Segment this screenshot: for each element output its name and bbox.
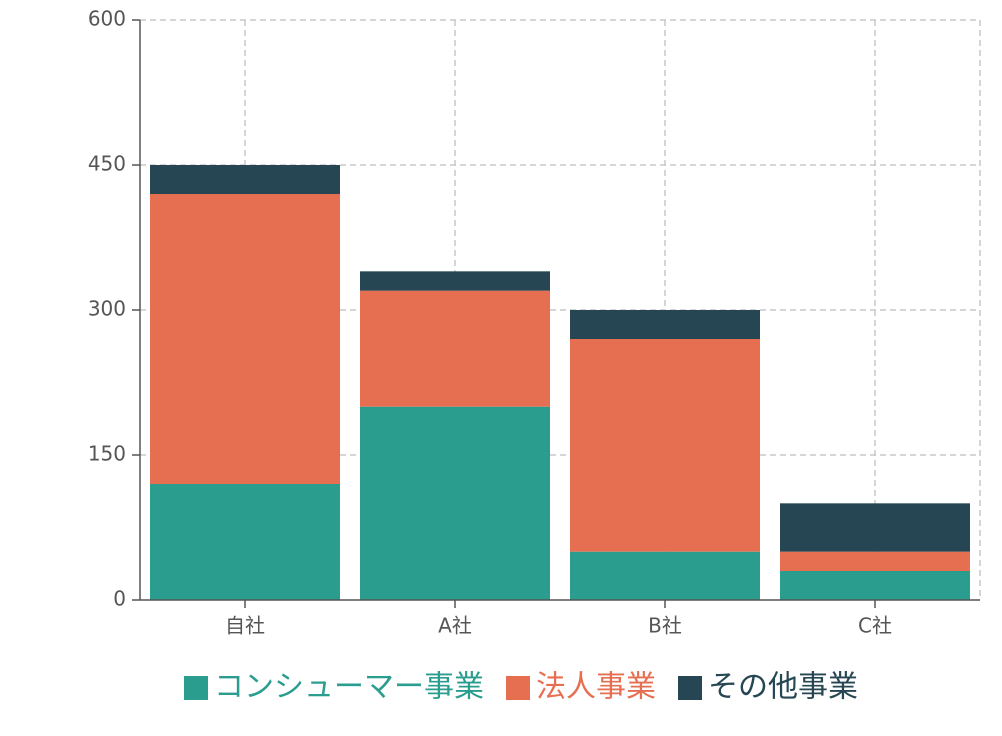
bar-segment-C社-1 <box>780 551 970 571</box>
y-axis-ticks: 0 150 300 450 600 <box>88 7 140 611</box>
legend-label: コンシューマー事業 <box>214 670 484 705</box>
bar-segment-自社-1 <box>150 194 340 484</box>
legend-label: 法人事業 <box>536 670 656 705</box>
bar-segment-C社-0 <box>780 571 970 600</box>
bar-segment-A社-2 <box>360 271 550 291</box>
legend-swatch <box>506 676 530 700</box>
x-tick-label: B社 <box>648 614 682 638</box>
x-tick-label: 自社 <box>225 614 265 638</box>
x-axis-ticks: 自社 A社 B社 C社 <box>225 600 892 638</box>
bar-segment-自社-2 <box>150 165 340 194</box>
y-tick-label: 450 <box>88 152 126 176</box>
bar-segment-B社-0 <box>570 551 760 600</box>
legend-item-1: 法人事業 <box>506 670 656 705</box>
bars <box>150 165 970 600</box>
legend-item-0: コンシューマー事業 <box>184 670 484 705</box>
bar-segment-A社-0 <box>360 406 550 600</box>
legend-label: その他事業 <box>708 670 858 705</box>
y-tick-label: 600 <box>88 7 126 31</box>
legend-item-2: その他事業 <box>678 670 858 705</box>
bar-segment-C社-2 <box>780 503 970 552</box>
legend-swatch <box>678 676 702 700</box>
bar-segment-A社-1 <box>360 290 550 407</box>
x-tick-label: C社 <box>858 614 892 638</box>
legend: コンシューマー事業 法人事業 その他事業 <box>184 670 858 705</box>
y-tick-label: 150 <box>88 442 126 466</box>
legend-swatch <box>184 676 208 700</box>
bar-segment-B社-1 <box>570 339 760 552</box>
bar-segment-自社-0 <box>150 484 340 600</box>
bar-segment-B社-2 <box>570 310 760 339</box>
y-tick-label: 0 <box>113 587 126 611</box>
x-tick-label: A社 <box>438 614 472 638</box>
y-tick-label: 300 <box>88 297 126 321</box>
